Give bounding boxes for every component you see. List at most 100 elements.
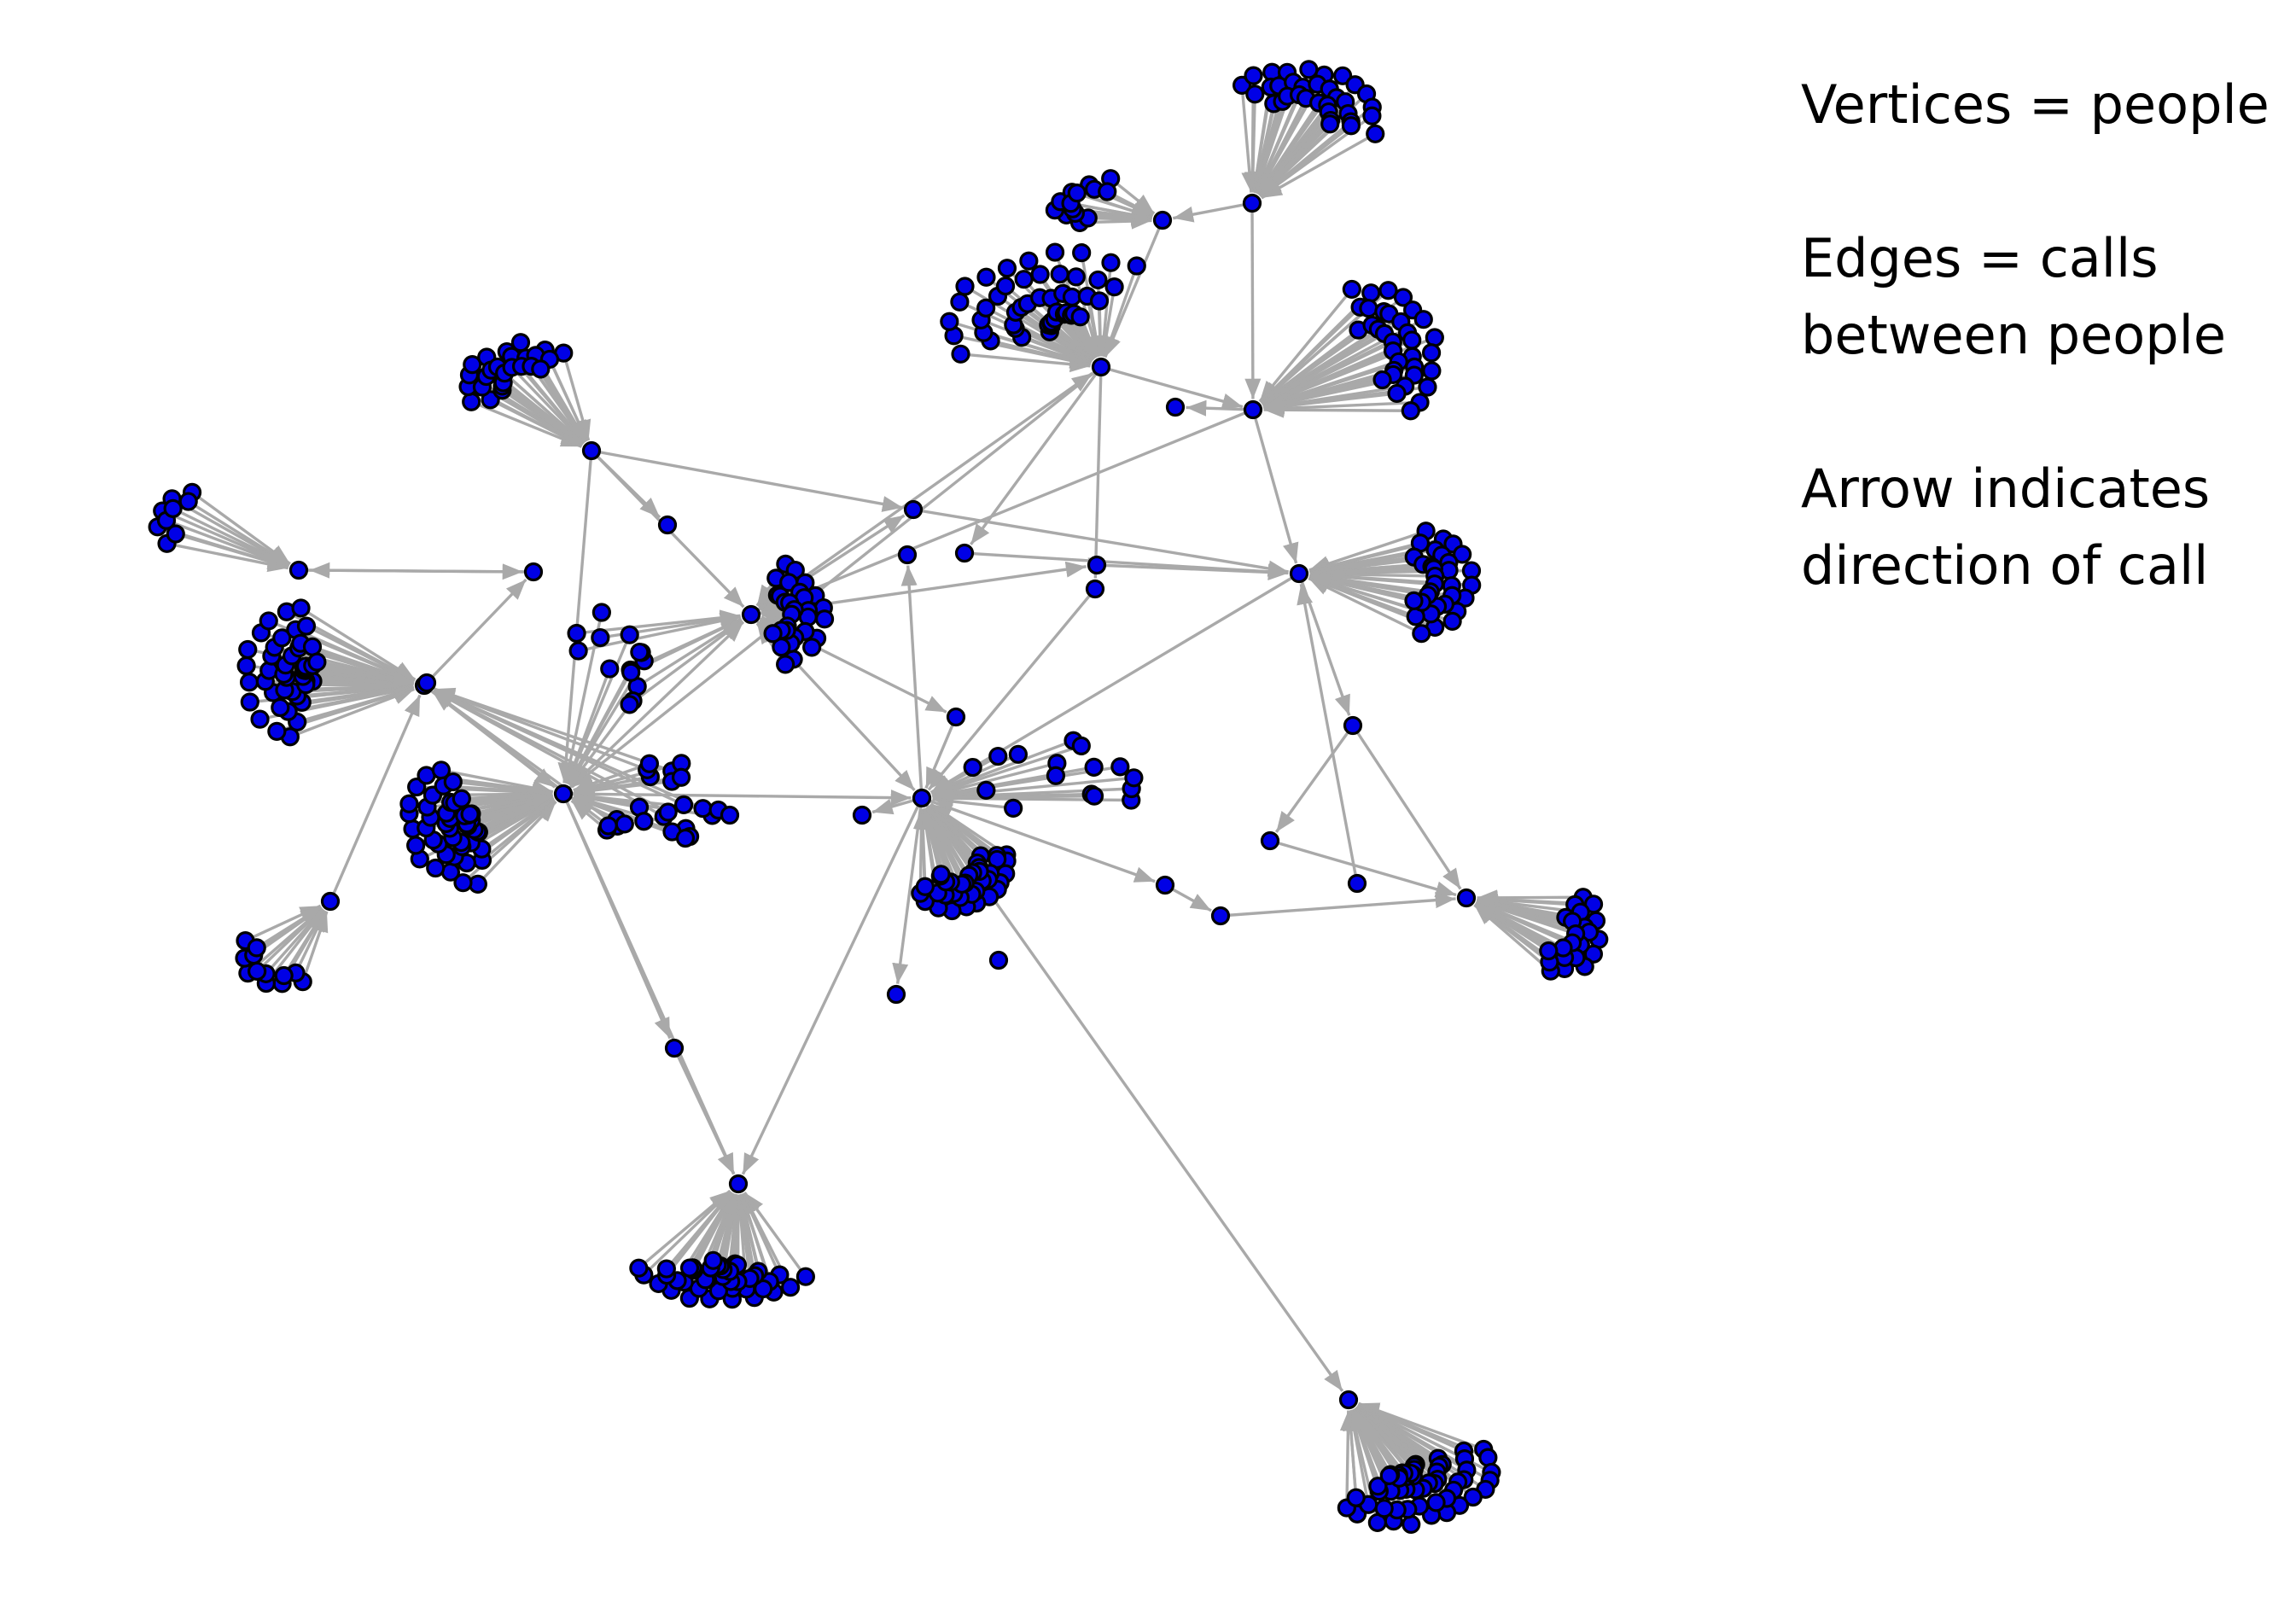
call-edge <box>1274 725 1355 833</box>
person-vertex <box>307 652 327 672</box>
person-vertex <box>675 828 696 848</box>
person-vertex <box>1378 281 1398 300</box>
person-vertex <box>1583 944 1604 964</box>
person-vertex <box>248 961 267 982</box>
person-vertex <box>1088 270 1108 290</box>
person-vertex <box>1244 66 1263 85</box>
person-vertex <box>693 799 713 819</box>
person-vertex <box>988 746 1008 766</box>
person-vertex <box>1289 563 1309 584</box>
person-vertex <box>615 814 634 834</box>
person-vertex <box>634 812 654 831</box>
person-vertex <box>1333 66 1353 85</box>
person-vertex <box>903 499 924 520</box>
call-edge <box>187 500 291 566</box>
call-edge <box>932 790 1095 807</box>
call-edge <box>711 1193 737 1262</box>
person-vertex <box>639 754 660 773</box>
person-vertex <box>1087 555 1107 575</box>
person-vertex <box>417 673 437 693</box>
call-edge <box>1172 201 1253 223</box>
call-edge <box>1263 399 1420 417</box>
person-vertex <box>954 543 975 563</box>
person-vertex <box>629 1258 649 1278</box>
person-vertex <box>1453 545 1472 564</box>
person-vertex <box>1210 906 1231 926</box>
legend-vertices: Vertices = people <box>1801 73 2270 136</box>
call-edge <box>566 634 632 785</box>
person-vertex <box>178 492 198 511</box>
person-vertex <box>240 692 259 712</box>
person-vertex <box>1085 579 1105 599</box>
person-vertex <box>1046 766 1066 785</box>
person-vertex <box>1320 114 1340 134</box>
person-vertex <box>802 638 822 657</box>
person-vertex <box>1084 786 1104 806</box>
call-edge <box>1343 1410 1360 1498</box>
person-vertex <box>1152 210 1173 230</box>
person-vertex <box>1089 291 1110 311</box>
call-edge <box>912 508 1289 577</box>
call-edge <box>431 691 609 827</box>
call-edge <box>539 368 587 443</box>
person-vertex <box>728 1174 749 1194</box>
person-vertex <box>463 355 482 375</box>
person-vertex <box>1341 116 1361 136</box>
call-edge <box>1297 583 1359 884</box>
person-vertex <box>780 1278 801 1297</box>
person-vertex <box>600 659 620 679</box>
person-vertex <box>1070 307 1090 327</box>
person-vertex <box>1067 184 1087 203</box>
person-vertex <box>1165 397 1186 417</box>
person-vertex <box>1347 873 1367 894</box>
call-edge <box>932 776 1134 804</box>
person-vertex <box>912 788 932 808</box>
person-vertex <box>272 628 292 648</box>
person-vertex <box>931 865 951 884</box>
call-edge <box>673 1047 736 1175</box>
person-vertex <box>671 767 691 787</box>
person-vertex <box>1066 267 1086 287</box>
person-vertex <box>1418 377 1437 397</box>
person-vertex <box>1539 941 1559 961</box>
person-vertex <box>1019 251 1039 271</box>
legend-arrow: Arrow indicates direction of call <box>1801 457 2211 597</box>
person-vertex <box>1030 265 1050 284</box>
person-vertex <box>1412 624 1431 644</box>
person-vertex <box>1402 330 1422 350</box>
person-vertex <box>1463 1487 1483 1507</box>
person-vertex <box>239 673 259 692</box>
person-vertex <box>1456 888 1477 908</box>
person-vertex <box>795 1267 815 1286</box>
person-vertex <box>814 609 835 629</box>
call-edge <box>927 587 1097 791</box>
person-vertex <box>591 603 611 622</box>
person-vertex <box>1387 383 1407 404</box>
call-edge <box>760 408 1254 612</box>
call-edge <box>1258 123 1332 197</box>
person-vertex <box>1401 1514 1421 1535</box>
person-vertex <box>621 662 641 682</box>
person-vertex <box>1393 288 1413 307</box>
person-vertex <box>1127 256 1146 276</box>
person-vertex <box>1124 768 1144 788</box>
call-edge <box>433 689 669 814</box>
person-vertex <box>452 789 471 808</box>
person-vertex <box>1098 182 1117 201</box>
person-vertex <box>1299 60 1319 79</box>
person-vertex <box>443 772 463 792</box>
call-edge <box>591 449 904 512</box>
person-vertex <box>1338 1390 1359 1410</box>
legend-edges: Edges = calls between people <box>1801 227 2226 366</box>
person-vertex <box>568 641 588 661</box>
person-vertex <box>940 312 959 331</box>
person-vertex <box>1091 357 1111 377</box>
person-vertex <box>591 627 610 648</box>
person-vertex <box>274 965 294 986</box>
call-edge <box>1104 219 1164 358</box>
legend: Vertices = people Edges = calls between … <box>1801 67 2279 681</box>
person-vertex <box>1342 279 1361 300</box>
person-vertex <box>1426 1493 1446 1512</box>
person-vertex <box>997 259 1017 278</box>
call-edge <box>921 807 943 875</box>
